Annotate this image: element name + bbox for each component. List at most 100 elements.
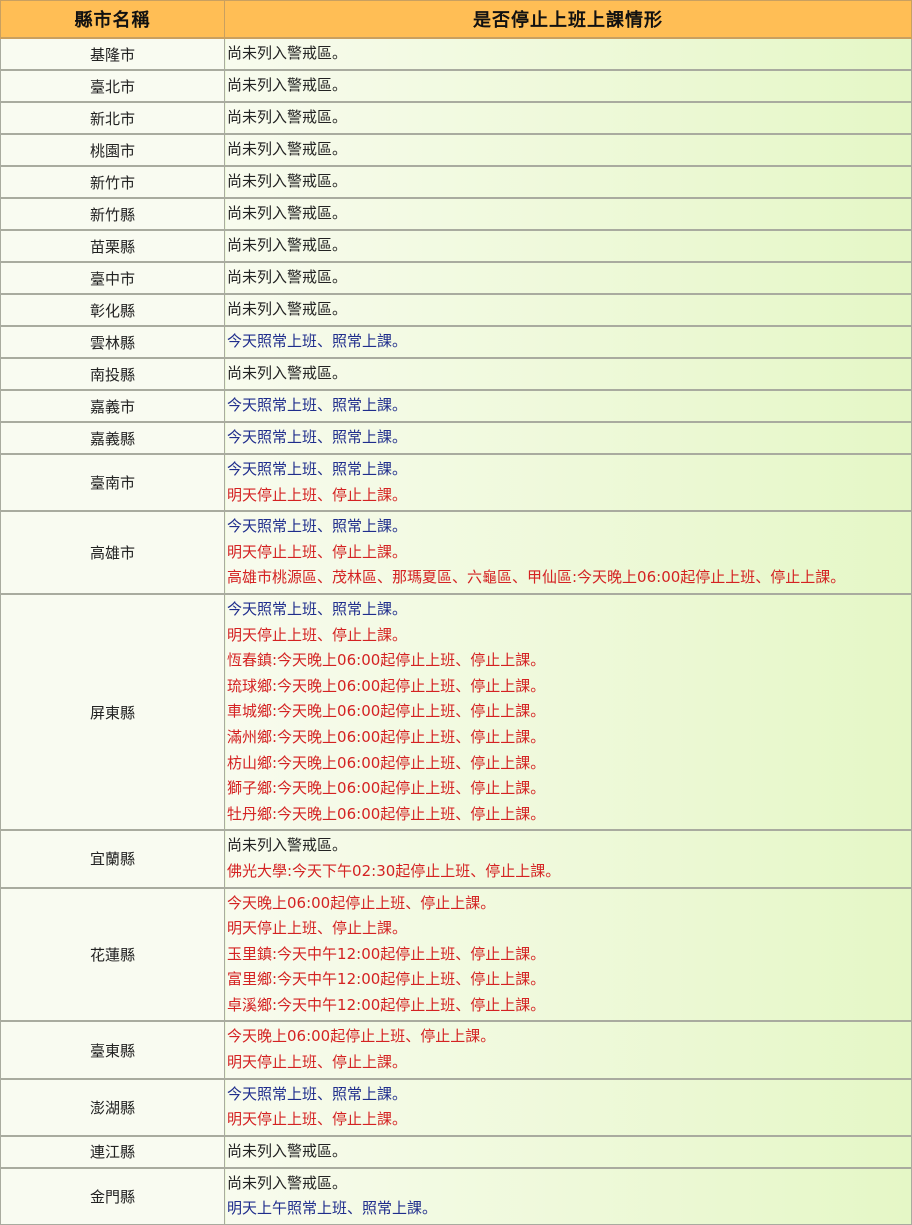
status-line-normal: 尚未列入警戒區。 — [227, 44, 348, 63]
table-row: 臺南市 今天照常上班、照常上課。 明天停止上班、停止上課。 — [0, 452, 912, 512]
status-line-normal: 尚未列入警戒區。 — [227, 76, 348, 95]
status-line-normal: 尚未列入警戒區。 — [227, 172, 348, 191]
city-name: 臺東縣 — [0, 1020, 225, 1080]
city-name: 雲林縣 — [0, 325, 225, 359]
status-line-closed: 明天停止上班、停止上課。 — [227, 485, 408, 504]
status-line-open: 今天照常上班、照常上課。 — [227, 332, 408, 351]
status-line-open: 今天照常上班、照常上課。 — [227, 599, 408, 618]
table-row: 彰化縣 尚未列入警戒區。 — [0, 293, 912, 327]
table-row: 嘉義縣 今天照常上班、照常上課。 — [0, 421, 912, 455]
status-line-normal: 尚未列入警戒區。 — [227, 836, 348, 855]
status-line-open: 今天照常上班、照常上課。 — [227, 1084, 408, 1103]
table-row: 基隆市 尚未列入警戒區。 — [0, 37, 912, 71]
status-line-closed: 明天停止上班、停止上課。 — [227, 542, 408, 561]
table-row: 花蓮縣 今天晚上06:00起停止上班、停止上課。 明天停止上班、停止上課。玉里鎮:今… — [0, 886, 912, 1022]
city-name: 苗栗縣 — [0, 229, 225, 263]
status-cell: 尚未列入警戒區。 — [224, 261, 912, 295]
table-row: 嘉義市 今天照常上班、照常上課。 — [0, 389, 912, 423]
status-line-closed: 滿州鄉:今天晚上06:00起停止上班、停止上課。 — [227, 727, 546, 746]
status-line-open: 明天上午照常上班、照常上課。 — [227, 1199, 438, 1218]
status-line-normal: 尚未列入警戒區。 — [227, 1173, 348, 1192]
status-line-normal: 尚未列入警戒區。 — [227, 364, 348, 383]
status-line-closed: 玉里鎮:今天中午12:00起停止上班、停止上課。 — [227, 944, 546, 963]
city-name: 宜蘭縣 — [0, 829, 225, 889]
status-line-open: 今天照常上班、照常上課。 — [227, 460, 408, 478]
city-name: 嘉義市 — [0, 389, 225, 423]
status-line-closed: 明天停止上班、停止上課。 — [227, 625, 408, 644]
status-cell: 今天照常上班、照常上課。 明天停止上班、停止上課。恆春鎮:今天晚上06:00起停止… — [224, 592, 912, 831]
status-cell: 尚未列入警戒區。 — [224, 293, 912, 327]
status-cell: 今天照常上班、照常上課。 明天停止上班、停止上課。 — [224, 452, 912, 512]
table-body: 基隆市 尚未列入警戒區。 臺北市 尚未列入警戒區。 新北市 尚未列入警戒區。 桃園市 尚未列入… — [0, 37, 912, 1225]
table-row: 屏東縣 今天照常上班、照常上課。 明天停止上班、停止上課。恆春鎮:今天晚上06:00… — [0, 592, 912, 831]
table-row: 新竹縣 尚未列入警戒區。 — [0, 197, 912, 231]
status-line-normal: 尚未列入警戒區。 — [227, 268, 348, 287]
status-line-normal: 尚未列入警戒區。 — [227, 1142, 348, 1161]
status-cell: 尚未列入警戒區。 — [224, 101, 912, 135]
status-cell: 今天照常上班、照常上課。 — [224, 325, 912, 359]
table-row: 新北市 尚未列入警戒區。 — [0, 101, 912, 135]
status-cell: 今天照常上班、照常上課。 明天停止上班、停止上課。高雄市桃源區、茂林區、那瑪夏區、… — [224, 510, 912, 595]
city-name: 新北市 — [0, 101, 225, 135]
city-name: 臺北市 — [0, 69, 225, 103]
status-cell: 尚未列入警戒區。 — [224, 357, 912, 391]
status-cell: 尚未列入警戒區。佛光大學:今天下午02:30起停止上班、停止上課。 — [224, 829, 912, 889]
status-line-normal: 尚未列入警戒區。 — [227, 108, 348, 127]
status-line-closed: 卓溪鄉:今天中午12:00起停止上班、停止上課。 — [227, 995, 546, 1014]
status-line-closed: 恆春鎮:今天晚上06:00起停止上班、停止上課。 — [227, 651, 546, 670]
status-line-closed: 高雄市桃源區、茂林區、那瑪夏區、六龜區、甲仙區:今天晚上06:00起停止上班、停… — [227, 568, 846, 587]
table-row: 新竹市 尚未列入警戒區。 — [0, 165, 912, 199]
status-line-closed: 今天晚上06:00起停止上班、停止上課。 — [227, 1027, 496, 1046]
status-line-closed: 獅子鄉:今天晚上06:00起停止上班、停止上課。 — [227, 779, 546, 798]
city-name: 桃園市 — [0, 133, 225, 167]
status-cell: 尚未列入警戒區。 — [224, 133, 912, 167]
city-name: 新竹縣 — [0, 197, 225, 231]
table-row: 苗栗縣 尚未列入警戒區。 — [0, 229, 912, 263]
table-row: 高雄市 今天照常上班、照常上課。 明天停止上班、停止上課。高雄市桃源區、茂林區、那瑪… — [0, 510, 912, 595]
city-name: 高雄市 — [0, 510, 225, 595]
status-cell: 今天照常上班、照常上課。 — [224, 389, 912, 423]
status-line-normal: 尚未列入警戒區。 — [227, 300, 348, 319]
status-cell: 尚未列入警戒區。 — [224, 197, 912, 231]
city-name: 彰化縣 — [0, 293, 225, 327]
status-line-closed: 富里鄉:今天中午12:00起停止上班、停止上課。 — [227, 970, 546, 989]
status-cell: 尚未列入警戒區。 — [224, 69, 912, 103]
city-name: 屏東縣 — [0, 592, 225, 831]
status-column-header: 是否停止上班上課情形 — [224, 0, 912, 39]
city-name: 南投縣 — [0, 357, 225, 391]
table-row: 連江縣 尚未列入警戒區。 — [0, 1134, 912, 1169]
status-cell: 今天照常上班、照常上課。 — [224, 421, 912, 455]
status-line-closed: 車城鄉:今天晚上06:00起停止上班、停止上課。 — [227, 702, 546, 721]
city-name: 金門縣 — [0, 1166, 225, 1225]
city-name: 臺中市 — [0, 261, 225, 295]
status-line-closed: 佛光大學:今天下午02:30起停止上班、停止上課。 — [227, 861, 561, 880]
status-line-closed: 今天晚上06:00起停止上班、停止上課。 — [227, 893, 496, 912]
status-line-open: 今天照常上班、照常上課。 — [227, 517, 408, 536]
status-line-normal: 尚未列入警戒區。 — [227, 204, 348, 223]
status-cell: 尚未列入警戒區。 — [224, 1134, 912, 1169]
table-row: 雲林縣 今天照常上班、照常上課。 — [0, 325, 912, 359]
status-line-closed: 明天停止上班、停止上課。 — [227, 1110, 408, 1129]
city-name: 基隆市 — [0, 37, 225, 71]
status-cell: 尚未列入警戒區。 — [224, 37, 912, 71]
table-row: 臺中市 尚未列入警戒區。 — [0, 261, 912, 295]
status-cell: 尚未列入警戒區。 — [224, 229, 912, 263]
table-row: 臺東縣 今天晚上06:00起停止上班、停止上課。 明天停止上班、停止上課。 — [0, 1020, 912, 1080]
city-name: 臺南市 — [0, 452, 225, 512]
status-cell: 今天晚上06:00起停止上班、停止上課。 明天停止上班、停止上課。 — [224, 1020, 912, 1080]
table-row: 桃園市 尚未列入警戒區。 — [0, 133, 912, 167]
status-line-closed: 牡丹鄉:今天晚上06:00起停止上班、停止上課。 — [227, 804, 546, 823]
status-line-open: 今天照常上班、照常上課。 — [227, 396, 408, 415]
city-name: 連江縣 — [0, 1134, 225, 1169]
table-header-row: 縣市名稱 是否停止上班上課情形 — [0, 0, 912, 39]
table-row: 南投縣 尚未列入警戒區。 — [0, 357, 912, 391]
status-line-closed: 明天停止上班、停止上課。 — [227, 919, 408, 938]
city-column-header: 縣市名稱 — [0, 0, 225, 39]
table-row: 金門縣 尚未列入警戒區。明天上午照常上班、照常上課。 — [0, 1166, 912, 1225]
status-cell: 今天照常上班、照常上課。 明天停止上班、停止上課。 — [224, 1077, 912, 1137]
table-row: 臺北市 尚未列入警戒區。 — [0, 69, 912, 103]
status-cell: 尚未列入警戒區。 — [224, 165, 912, 199]
city-name: 花蓮縣 — [0, 886, 225, 1022]
city-name: 嘉義縣 — [0, 421, 225, 455]
